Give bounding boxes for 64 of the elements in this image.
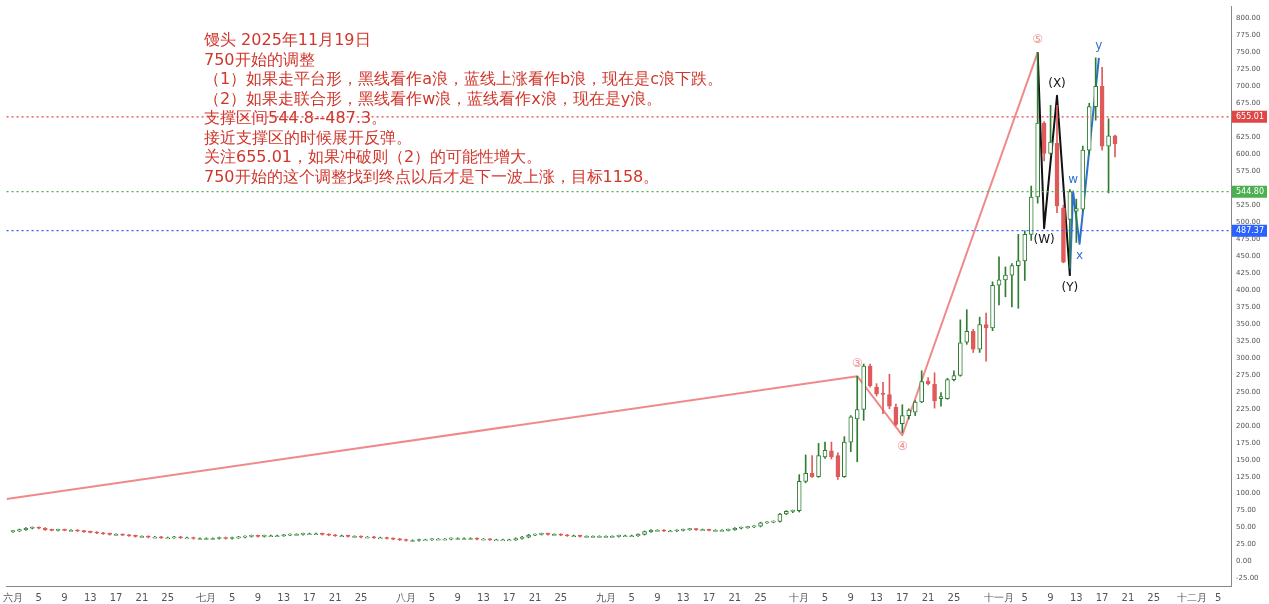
annotation: 750开始的这个调整找到终点以后才是下一波上涨，目标1158。 xyxy=(204,166,661,186)
x-tick-label: 七月 xyxy=(196,591,217,603)
text: 馒头 2025年11月19日 xyxy=(204,30,372,50)
annotation: (W) xyxy=(1033,232,1055,247)
x-tick-label: 9 xyxy=(61,591,68,603)
x-tick-label: 25 xyxy=(161,591,175,603)
x-tick-label: 17 xyxy=(702,591,716,603)
x-tick-label: 25 xyxy=(754,591,767,603)
x-tick-label: 25 xyxy=(554,591,568,603)
annotation: 关注655.01，如果冲破则（2）的可能性增大。 xyxy=(204,147,544,167)
x-tick-label: 9 xyxy=(1047,591,1054,603)
annotation: (Y) xyxy=(1061,279,1079,294)
x-tick-label: 21 xyxy=(728,591,742,603)
x-tick-label: 25 xyxy=(947,591,961,603)
annotation: (X) xyxy=(1048,75,1066,90)
x-tick-label: 17 xyxy=(502,591,516,603)
annotation: ⑤ xyxy=(1032,32,1044,47)
x-tick-label: 21 xyxy=(135,591,149,603)
x-tick-label: 5 xyxy=(1021,591,1028,603)
x-tick-label: 25 xyxy=(354,591,368,603)
x-tick-label: 5 xyxy=(228,591,236,603)
annotation: 接近支撑区的时候展开反弹。 xyxy=(204,127,413,147)
x-tick-label: 17 xyxy=(109,591,123,603)
annotation: 支撑区间544.8--487.3。 xyxy=(204,108,389,128)
x-tick-label: 13 xyxy=(83,591,97,603)
x-tick-label: 5 xyxy=(35,591,42,603)
x-tick-label: 17 xyxy=(895,591,909,603)
x-tick-label: 5 xyxy=(821,591,829,603)
annotation: y xyxy=(1095,37,1103,52)
x-tick-label: 13 xyxy=(870,591,883,603)
x-tick-label: 21 xyxy=(1121,591,1135,603)
annotation: 750开始的调整 xyxy=(204,49,316,69)
x-tick-label: 9 xyxy=(654,591,661,603)
ref-line-label: 544.80 xyxy=(1236,186,1264,196)
x-tick-label: 九月 xyxy=(595,591,616,603)
x-tick-label: 13 xyxy=(676,591,690,603)
annotation: （2）如果走联合形，黑线看作w浪，蓝线看作x浪，现在是y浪。 xyxy=(204,88,664,108)
annotation: x xyxy=(1076,247,1084,262)
x-tick-label: 17 xyxy=(1095,591,1109,603)
x-tick-label: 21 xyxy=(921,591,935,603)
ref-line-label: 487.37 xyxy=(1236,225,1264,235)
x-tick-label: 13 xyxy=(1069,591,1083,603)
x-tick-label: 17 xyxy=(303,591,316,603)
x-tick-label: 十月 xyxy=(789,591,810,603)
annotation: ③ xyxy=(851,356,863,371)
annotation: （1）如果走平台形，黑线看作a浪，蓝线上涨看作b浪，现在是c浪下跌。 xyxy=(204,69,723,89)
annotation: ④ xyxy=(896,439,908,454)
x-tick-label: 21 xyxy=(528,591,542,603)
x-tick-label: 13 xyxy=(477,591,490,603)
x-tick-label: 9 xyxy=(254,591,262,603)
x-tick-label: 六月 xyxy=(3,591,23,603)
annotation: w xyxy=(1068,171,1079,186)
x-tick-label: 十一月 xyxy=(984,591,1014,603)
x-tick-label: 9 xyxy=(454,591,461,603)
x-tick-label: 21 xyxy=(328,591,342,603)
x-tick-label: 5 xyxy=(628,591,635,603)
ref-line-label: 655.01 xyxy=(1236,111,1264,121)
x-tick-label: 13 xyxy=(277,591,291,603)
x-tick-label: 25 xyxy=(1147,591,1161,603)
x-tick-label: 9 xyxy=(847,591,854,603)
x-tick-label: 十二月 xyxy=(1177,591,1208,603)
x-tick-label: 八月 xyxy=(396,591,417,603)
x-tick-label: 5 xyxy=(1214,591,1222,603)
x-tick-label: 5 xyxy=(428,591,436,603)
